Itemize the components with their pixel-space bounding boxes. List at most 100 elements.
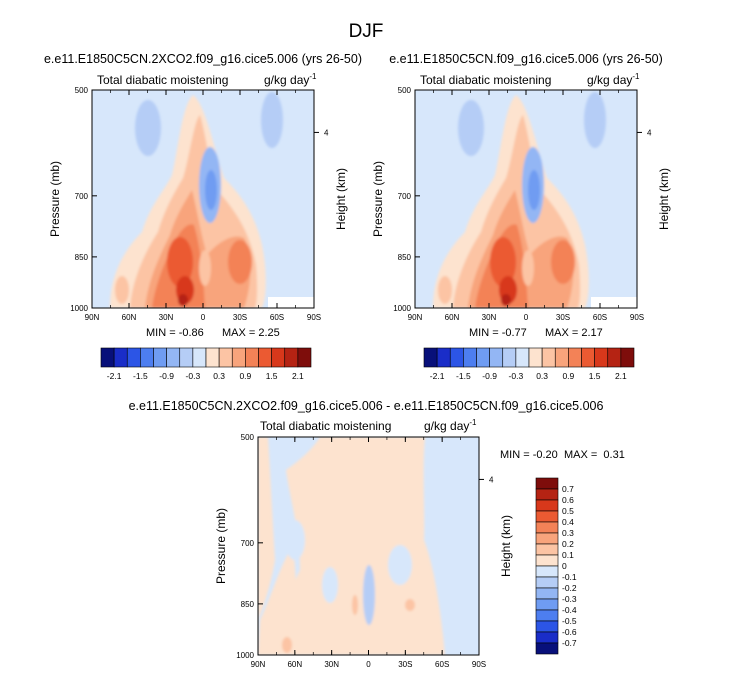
panel-2-title: e.e11.E1850C5CN.f09_g16.cice5.006 (yrs 2…	[389, 52, 663, 66]
panel-1-missing-data	[268, 297, 314, 308]
x-tick-label: 60N	[122, 313, 137, 322]
colorbar-swatch	[166, 347, 181, 368]
colorbar-label: -0.3	[186, 371, 201, 381]
colorbar-swatch	[607, 347, 622, 368]
y-tick-label: 500	[398, 86, 412, 95]
colorbar-swatch	[535, 587, 559, 600]
colorbar-label: -0.6	[562, 627, 577, 637]
panel-3-neg-contour	[322, 567, 338, 603]
panel-1-pos-contour	[115, 276, 129, 304]
colorbar-swatch	[126, 347, 141, 368]
colorbar-label: 0.7	[562, 484, 574, 494]
y-tick-label: 500	[75, 86, 89, 95]
panel-3-pos-contour	[352, 595, 358, 615]
y-axis-title: Pressure (mb)	[48, 161, 62, 237]
x-tick-label: 30S	[556, 313, 570, 322]
colorbar-label: 0.6	[562, 495, 574, 505]
colorbar-label: -0.3	[509, 371, 524, 381]
colorbar-swatch	[245, 347, 259, 368]
colorbar-label: 0.9	[562, 371, 574, 381]
colorbar-label: -0.4	[562, 605, 577, 615]
panel-1-pos-contour	[199, 250, 211, 286]
panel-3-pos-contour	[282, 637, 292, 653]
panel-1-left-label: Total diabatic moistening	[97, 73, 228, 87]
y-axis-title: Pressure (mb)	[214, 508, 228, 584]
colorbar-swatch	[297, 347, 312, 368]
panel-2-field	[415, 90, 637, 308]
y-tick-label: 700	[398, 192, 412, 201]
colorbar-label: 0.9	[239, 371, 251, 381]
colorbar-swatch	[449, 347, 464, 368]
panel-2-units-text: g/kg day	[587, 73, 632, 87]
colorbar-swatch	[153, 347, 167, 368]
panel-2-pos-contour	[501, 294, 511, 306]
panel-1-units-text: g/kg day	[264, 73, 309, 87]
panel-2-min: MIN = -0.77	[469, 327, 527, 339]
panel-3-field	[258, 437, 479, 655]
panel-2-pos-contour	[551, 240, 575, 284]
colorbar-label: 2.1	[615, 371, 627, 381]
x-tick-label: 30N	[324, 660, 339, 669]
x-tick-label: 0	[524, 313, 529, 322]
x-tick-label: 30S	[233, 313, 247, 322]
x-tick-label: 0	[366, 660, 371, 669]
panel-3-units-text: g/kg day	[424, 419, 469, 433]
colorbar-label: 0.3	[536, 371, 548, 381]
panel-3-neg-contour	[363, 565, 375, 625]
x-tick-label: 90S	[307, 313, 321, 322]
x-tick-label: 60N	[445, 313, 460, 322]
colorbar-swatch	[476, 347, 490, 368]
colorbar-swatch	[535, 477, 559, 490]
y-tick-label: 1000	[236, 651, 254, 660]
colorbar-swatch	[271, 347, 286, 368]
x-tick-label: 90S	[472, 660, 486, 669]
panel-3: e.e11.E1850C5CN.2XCO2.f09_g16.cice5.006 …	[129, 399, 625, 669]
y-right-tick-label: 4	[489, 475, 494, 484]
colorbar-swatch	[554, 347, 569, 368]
colorbar-label: -0.9	[482, 371, 497, 381]
colorbar-swatch	[535, 543, 559, 556]
colorbar-swatch	[100, 347, 115, 368]
colorbar-swatch	[535, 521, 559, 534]
panel-2-neg-contour	[458, 100, 484, 156]
panel-2-neg-contour	[584, 92, 606, 148]
panel-1-neg-contour	[261, 92, 283, 148]
colorbar-swatch	[502, 347, 517, 368]
colorbar-swatch	[535, 565, 559, 578]
colorbar-swatch	[436, 347, 451, 368]
colorbar-label: -0.2	[562, 583, 577, 593]
colorbar-swatch	[528, 347, 543, 368]
colorbar-swatch	[541, 347, 556, 368]
panel-1-pos-contour	[178, 294, 188, 306]
panel-2-pos-contour	[522, 250, 534, 286]
colorbar-swatch	[594, 347, 609, 368]
panel-1-title: e.e11.E1850C5CN.2XCO2.f09_g16.cice5.006 …	[44, 52, 362, 66]
colorbar-swatch	[620, 347, 635, 368]
panel-3-pos-contour	[258, 437, 275, 620]
x-tick-label: 30N	[159, 313, 174, 322]
panel-2-units-sup: -1	[632, 72, 640, 81]
y-tick-label: 700	[241, 539, 255, 548]
panel-2-units: g/kg day-1	[587, 72, 640, 87]
panel-1-max: MAX = 2.25	[222, 327, 280, 339]
colorbar-swatch	[535, 554, 559, 567]
panel-1-neg-contour	[205, 170, 217, 210]
colorbar-label: 0.4	[562, 517, 574, 527]
colorbar-label: 0.2	[562, 539, 574, 549]
colorbar-swatch	[535, 631, 559, 644]
panel-2-max: MAX = 2.17	[545, 327, 603, 339]
colorbar-label: 0.3	[562, 528, 574, 538]
y-tick-label: 850	[241, 600, 255, 609]
panel-1-field	[92, 90, 314, 308]
colorbar-label: 1.5	[589, 371, 601, 381]
colorbar-swatch	[535, 510, 559, 523]
colorbar-swatch	[581, 347, 595, 368]
y-tick-label: 850	[75, 253, 89, 262]
colorbar-swatch	[205, 347, 220, 368]
panel-1-units-sup: -1	[309, 72, 317, 81]
colorbar-swatch	[515, 347, 530, 368]
colorbar-label: 0	[562, 561, 567, 571]
colorbar-label: -1.5	[456, 371, 471, 381]
y-right-axis-title: Height (km)	[334, 168, 348, 230]
